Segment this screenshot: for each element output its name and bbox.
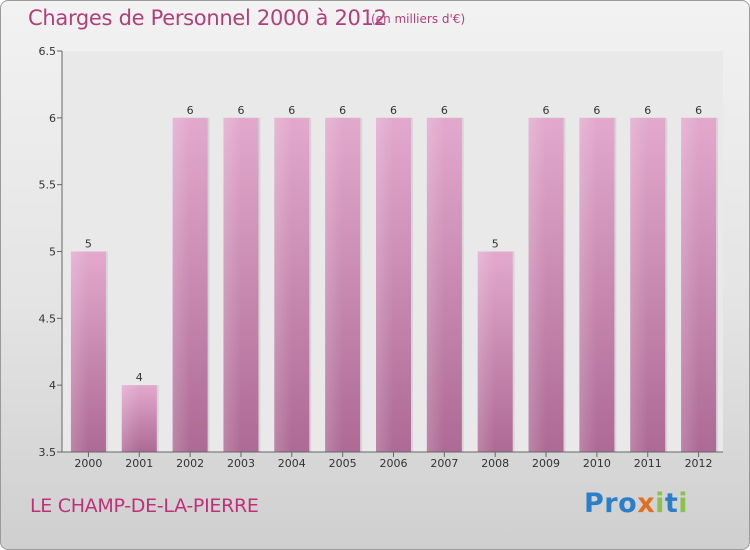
bar-highlight <box>579 117 597 452</box>
logo-letter: t <box>664 488 679 519</box>
logo-letter: P <box>584 488 605 519</box>
bar-highlight <box>681 117 699 452</box>
x-tick-label: 2009 <box>532 457 560 470</box>
bar-highlight <box>528 117 547 452</box>
y-tick-label: 5.5 <box>39 179 57 192</box>
x-tick-label: 2004 <box>278 457 306 470</box>
proxiti-logo: Proxiti <box>584 488 688 519</box>
data-label: 6 <box>339 104 346 117</box>
bar-highlight <box>376 117 394 452</box>
axes-group: 3.5 4 4.5 5 5.5 6 6.5 2000 2001 2002 2003 2004 2005 2… <box>39 45 723 470</box>
x-tick-label: 2006 <box>380 457 408 470</box>
bar-highlight <box>121 385 140 452</box>
logo-letter: r <box>604 488 619 519</box>
y-tick-label: 3.5 <box>39 446 57 459</box>
logo-letter: o <box>618 488 638 519</box>
bar-highlight <box>477 251 496 452</box>
bars-group: 5 4 6 6 6 6 6 6 5 6 6 6 6 <box>70 104 719 452</box>
x-tick-label: 2007 <box>430 457 458 470</box>
data-label: 6 <box>441 104 448 117</box>
x-tick-label: 2012 <box>685 457 713 470</box>
x-tick-label: 2002 <box>176 457 204 470</box>
data-label: 6 <box>288 104 295 117</box>
data-label: 5 <box>492 238 499 251</box>
bar-highlight <box>172 117 191 452</box>
x-tick-label: 2000 <box>74 457 102 470</box>
y-tick-label: 5 <box>49 246 56 259</box>
y-tick-label: 6.5 <box>39 45 57 58</box>
y-tick-label: 6 <box>49 112 56 125</box>
x-tick-label: 2010 <box>583 457 611 470</box>
chart-title: Charges de Personnel 2000 à 2012 <box>28 6 387 30</box>
commune-name: LE CHAMP-DE-LA-PIERRE <box>30 495 259 517</box>
bar-highlight <box>274 117 292 452</box>
data-label: 6 <box>644 104 651 117</box>
logo-letter: i <box>678 488 689 519</box>
data-label: 4 <box>136 371 143 384</box>
data-label: 6 <box>543 104 550 117</box>
data-label: 6 <box>187 104 194 117</box>
x-tick-label: 2001 <box>125 457 153 470</box>
logo-letter: i <box>655 488 665 519</box>
bar-highlight <box>70 251 89 452</box>
x-tick-label: 2008 <box>481 457 509 470</box>
x-tick-label: 2005 <box>329 457 357 470</box>
bar-highlight <box>325 117 343 452</box>
data-label: 5 <box>85 238 92 251</box>
data-label: 6 <box>390 104 397 117</box>
data-label: 6 <box>237 104 244 117</box>
data-label: 6 <box>695 104 702 117</box>
y-tick-label: 4 <box>49 379 56 392</box>
logo-letter: x <box>637 488 656 519</box>
x-tick-label: 2011 <box>634 457 662 470</box>
y-tick-label: 4.5 <box>39 312 57 325</box>
bar-highlight <box>630 117 648 452</box>
bar-highlight <box>223 117 241 452</box>
data-label: 6 <box>593 104 600 117</box>
x-tick-label: 2003 <box>227 457 255 470</box>
bar-highlight <box>426 117 445 452</box>
chart-subtitle: (en milliers d'€) <box>371 12 466 26</box>
